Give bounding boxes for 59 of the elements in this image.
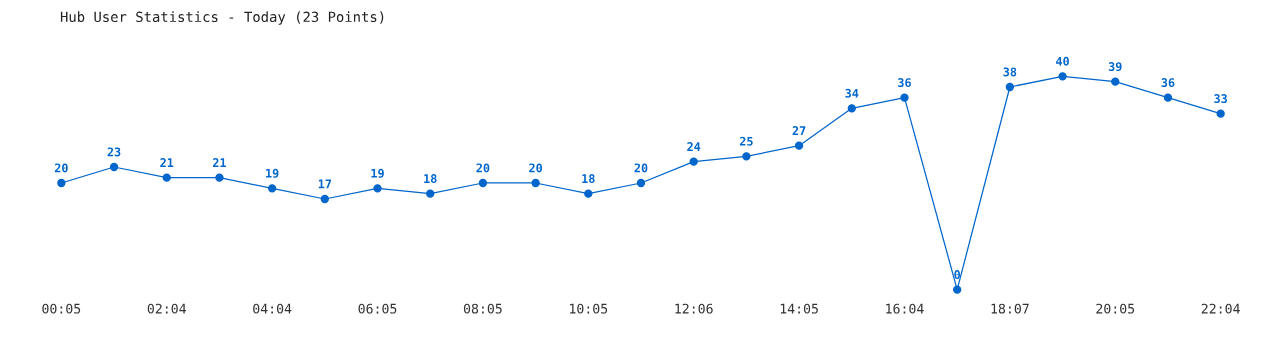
x-tick-label: 06:05 xyxy=(358,303,397,314)
point xyxy=(1216,109,1225,118)
point xyxy=(847,104,856,113)
data-label: 23 xyxy=(107,147,121,157)
data-label: 38 xyxy=(1003,67,1017,77)
data-label: 20 xyxy=(529,163,543,173)
point xyxy=(584,189,593,198)
data-label: 27 xyxy=(792,126,806,135)
point xyxy=(1005,82,1015,92)
point xyxy=(215,173,224,182)
data-label: 40 xyxy=(1056,56,1069,66)
data-label: 24 xyxy=(687,142,701,151)
x-tick-label: 20:05 xyxy=(1096,303,1135,314)
data-label: 20 xyxy=(634,163,648,173)
point xyxy=(320,194,329,204)
x-tick-label: 14:05 xyxy=(780,303,818,314)
data-label: 25 xyxy=(739,136,753,146)
data-label: 19 xyxy=(371,168,384,178)
data-label: 34 xyxy=(845,88,859,98)
data-label: 18 xyxy=(424,174,437,184)
chart-title: Hub User Statistics - Today (23 Points) xyxy=(60,11,384,25)
point xyxy=(531,178,540,188)
data-label: 20 xyxy=(54,163,68,173)
point xyxy=(162,173,171,182)
data-label: 21 xyxy=(212,158,226,167)
data-label: 39 xyxy=(1108,62,1122,72)
data-label: 33 xyxy=(1214,94,1227,104)
x-tick-label: 02:04 xyxy=(147,303,186,314)
x-tick-label: 18:07 xyxy=(991,303,1029,314)
point xyxy=(636,178,646,188)
data-label: 17 xyxy=(318,179,332,189)
data-label: 20 xyxy=(476,163,490,173)
data-label: 21 xyxy=(160,158,174,167)
point xyxy=(794,141,804,150)
point xyxy=(478,178,488,188)
x-tick-label: 04:04 xyxy=(253,303,292,314)
x-tick-label: 12:06 xyxy=(675,303,713,314)
point xyxy=(953,285,962,294)
x-tick-label: 16:04 xyxy=(886,303,924,314)
x-tick-label: 10:05 xyxy=(570,303,608,314)
data-label: 18 xyxy=(582,174,595,184)
data-label: 19 xyxy=(266,168,279,178)
point xyxy=(267,184,277,193)
x-tick-label: 08:05 xyxy=(463,303,502,314)
point xyxy=(57,178,66,188)
data-label: 36 xyxy=(898,78,911,88)
point xyxy=(373,184,382,193)
point xyxy=(742,152,751,161)
point xyxy=(689,157,698,166)
point xyxy=(109,162,119,172)
point xyxy=(1058,72,1067,81)
point xyxy=(900,93,909,102)
point xyxy=(1111,77,1120,86)
x-tick-label: 00:05 xyxy=(42,303,81,314)
point xyxy=(426,189,435,198)
point xyxy=(1163,93,1173,102)
data-label: 36 xyxy=(1161,78,1175,88)
x-tick-label: 22:04 xyxy=(1201,303,1240,314)
data-label: 0 xyxy=(954,270,961,280)
